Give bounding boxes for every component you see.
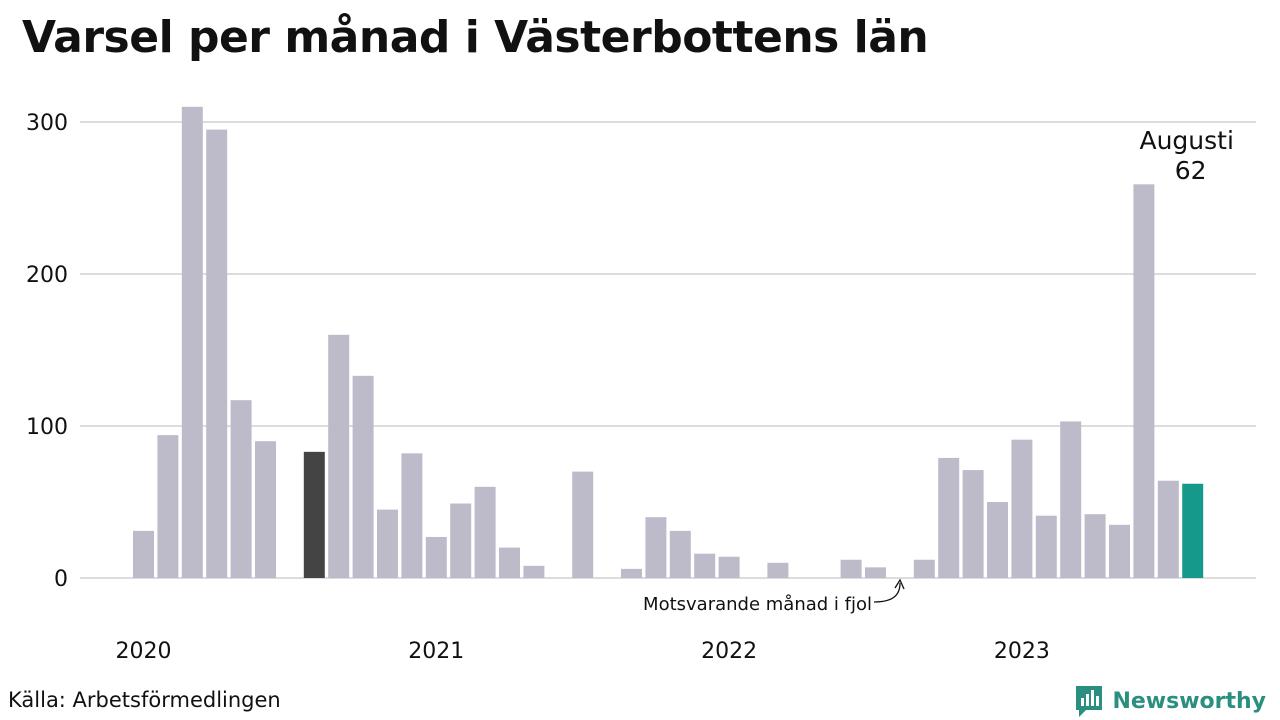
bar [523,565,545,578]
bar [133,530,154,578]
bar [572,471,594,578]
annotation-arrowhead [894,578,905,590]
bar [352,375,374,578]
bar [962,470,984,578]
bars [133,106,1204,579]
bar-current-month [1182,483,1204,578]
bar [767,562,789,578]
brand-name: Newsworthy [1112,688,1266,714]
newsworthy-bar-chart-icon [1076,686,1103,717]
x-tick-label: 2020 [116,639,172,664]
bar [425,536,447,578]
y-axis-tick-labels: 0 100 200 300 [26,111,68,592]
source-label: Källa: Arbetsförmedlingen [8,688,281,712]
bar [255,441,276,578]
bar [645,517,667,578]
bar [181,106,203,579]
annotation-arrow [873,582,901,603]
bar [694,553,716,578]
bar [157,435,179,578]
bar [1157,480,1179,578]
previous-year-annotation: Motsvarande månad i fjol [643,594,872,615]
bar-previous-year [303,451,325,578]
bar [865,567,886,578]
bar [938,457,960,578]
bar [840,559,862,578]
bar [499,547,520,578]
y-tick-label: 200 [26,263,68,288]
brand-logo[interactable]: Newsworthy [1074,684,1266,718]
bar [1060,421,1082,578]
bar [450,503,472,578]
y-tick-label: 100 [26,415,68,440]
bar [1035,515,1057,578]
bar [328,334,350,578]
y-tick-label: 0 [54,567,68,592]
x-tick-label: 2021 [408,639,464,664]
bar [230,400,252,578]
bar [1084,514,1106,578]
x-tick-label: 2023 [994,639,1050,664]
x-tick-label: 2022 [701,639,757,664]
bar [718,556,740,578]
bar [474,486,496,578]
chart-title: Varsel per månad i Västerbottens län [22,12,929,63]
bar [377,509,398,578]
bar [1011,439,1033,578]
bar [913,559,935,578]
bar [669,530,691,578]
bar [1109,524,1130,578]
y-tick-label: 300 [26,111,68,136]
bar [401,453,423,578]
bar [206,129,228,578]
current-month-label: Augusti [1139,126,1233,155]
bar [987,502,1008,578]
bar [1133,184,1155,578]
x-axis-tick-labels: 2020 2021 2022 2023 [116,639,1050,664]
current-month-value: 62 [1175,156,1207,185]
bar [621,568,642,578]
